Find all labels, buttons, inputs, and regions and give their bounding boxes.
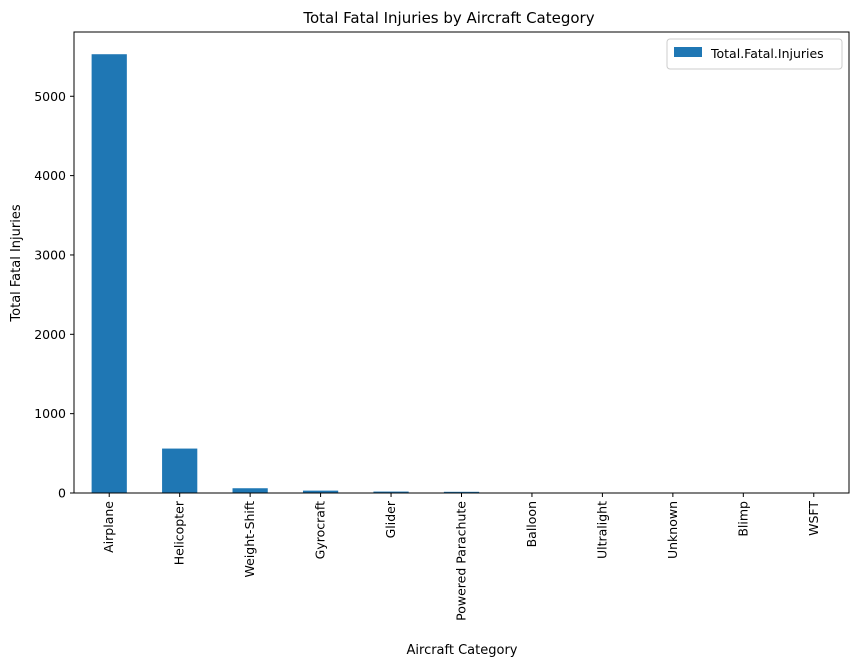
y-ticks-group: 0 1000 2000 3000 4000 5000 [34,89,74,501]
legend-box [666,38,843,70]
x-tick-label: Gyrocraft [313,501,328,559]
x-tick-label: Weight-Shift [242,501,257,578]
bar-powered-parachute [443,491,480,493]
y-axis-label: Total Fatal Injuries [9,204,24,322]
x-axis-label: Aircraft Category [407,643,518,658]
bar-weight-shift [232,488,268,493]
bar-helicopter [162,448,198,493]
x-tick-label: Blimp [735,501,750,537]
x-tick-label: Unknown [665,501,680,559]
x-tick-label: Airplane [101,501,116,553]
x-tick-label: Ultralight [594,501,609,559]
bar-gyrocraft [302,490,339,493]
y-tick-label: 5000 [34,89,66,104]
chart-title: Total Fatal Injuries by Aircraft Categor… [302,9,594,27]
legend: Total.Fatal.Injuries [666,38,843,70]
legend-swatch [674,47,702,57]
y-tick-label: 0 [58,486,66,501]
x-tick-label: Helicopter [172,500,187,565]
plot-frame [73,31,850,494]
bar-glider [373,491,409,493]
bar-airplane [91,54,127,493]
y-tick-label: 2000 [34,327,66,342]
legend-label: Total.Fatal.Injuries [710,46,824,61]
x-tick-label: WSFT [806,501,821,536]
x-ticks-group: Airplane Helicopter Weight-Shift Gyrocraft G… [101,493,821,621]
bars-group [91,54,832,493]
y-tick-label: 4000 [34,168,66,183]
x-tick-label: Balloon [524,501,539,547]
x-tick-label: Powered Parachute [454,501,469,621]
x-tick-label: Glider [383,500,398,538]
y-tick-label: 3000 [34,247,66,262]
y-tick-label: 1000 [34,406,66,421]
